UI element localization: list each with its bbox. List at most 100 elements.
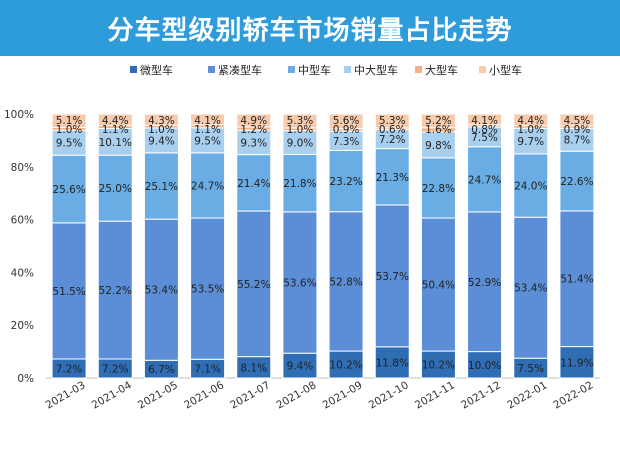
bar-segment <box>143 152 179 220</box>
bar-segment <box>420 350 456 379</box>
bar-segment <box>559 346 595 379</box>
data-label: 22.8% <box>422 183 455 195</box>
data-label: 52.8% <box>329 276 362 288</box>
data-label: 0.9% <box>333 124 360 136</box>
data-label: 24.0% <box>514 181 547 193</box>
data-label: 22.6% <box>560 176 593 188</box>
legend-swatch <box>479 66 486 73</box>
data-label: 23.2% <box>329 176 362 188</box>
y-tick-label: 80% <box>11 162 34 174</box>
data-label: 9.8% <box>425 140 452 152</box>
data-label: 5.6% <box>333 115 360 127</box>
data-label: 10.2% <box>329 360 362 372</box>
data-label: 8.7% <box>564 135 591 147</box>
bar-segment <box>467 211 503 353</box>
data-label: 7.1% <box>194 364 221 376</box>
data-label: 4.1% <box>194 115 221 127</box>
bar-segment <box>513 113 549 127</box>
data-label: 5.2% <box>425 115 452 127</box>
bar-segment <box>236 154 272 212</box>
x-tick-label: 2021-04 <box>90 379 134 411</box>
legend-label: 中型车 <box>298 63 331 77</box>
data-label: 7.2% <box>102 363 129 375</box>
bar-segment <box>328 113 364 130</box>
data-label: 7.2% <box>56 363 83 375</box>
data-label: 9.5% <box>56 138 83 150</box>
x-tick-label: 2021-06 <box>182 379 226 411</box>
data-label: 53.5% <box>191 284 224 296</box>
data-label: 11.9% <box>560 357 593 369</box>
data-label: 8.1% <box>240 362 267 374</box>
bar-segment <box>374 148 410 206</box>
chart-title: 分车型级别轿车市场销量占比走势 <box>107 15 513 46</box>
x-tick-label: 2021-07 <box>228 379 272 411</box>
data-label: 9.4% <box>148 135 175 147</box>
bar-segment <box>236 113 272 128</box>
data-label: 7.3% <box>333 136 360 148</box>
data-label: 5.1% <box>56 115 83 127</box>
data-label: 53.6% <box>283 278 316 290</box>
x-tick-label: 2022-02 <box>551 379 595 411</box>
data-label: 7.2% <box>379 134 406 146</box>
data-label: 52.9% <box>468 277 501 289</box>
data-label: 5.3% <box>287 115 314 127</box>
data-label: 10.2% <box>422 360 455 372</box>
bar-segment <box>190 113 226 126</box>
data-label: 25.1% <box>145 181 178 193</box>
x-tick-label: 2021-05 <box>136 379 180 411</box>
bar-segment <box>282 211 318 354</box>
stacked-bar-chart: 微型车 紧凑型车 中型车 中大型车 大型车 小型车 0% 20% 40% 60% 80% 100% 7.… <box>4 63 600 412</box>
data-label: 4.4% <box>102 115 129 127</box>
data-label: 9.0% <box>287 137 314 149</box>
legend-label: 小型车 <box>489 63 522 77</box>
data-label: 1.1% <box>194 124 221 136</box>
data-label: 24.7% <box>191 180 224 192</box>
bar-segment <box>143 218 179 361</box>
bar-segment <box>236 210 272 358</box>
legend-label: 大型车 <box>425 63 458 77</box>
bar-segment <box>143 127 179 154</box>
data-label: 21.4% <box>237 178 270 190</box>
x-tick-label: 2021-10 <box>367 379 411 411</box>
data-label: 9.7% <box>517 136 544 148</box>
bar-segment <box>328 350 364 379</box>
x-tick-label: 2021-12 <box>459 379 503 411</box>
bar-segment <box>190 152 226 219</box>
bar-segment <box>97 154 133 222</box>
bar-segment <box>374 346 410 379</box>
data-label: 5.3% <box>379 115 406 127</box>
bar-segment <box>420 217 456 352</box>
bar-segment <box>513 127 549 155</box>
bar-segment <box>374 113 410 129</box>
y-tick-label: 0% <box>17 373 34 385</box>
data-label: 1.6% <box>425 124 452 136</box>
data-label: 4.5% <box>564 115 591 127</box>
data-label: 4.1% <box>471 115 498 127</box>
data-label: 1.2% <box>240 124 267 136</box>
legend-swatch <box>344 66 351 73</box>
data-label: 21.8% <box>283 178 316 190</box>
bar-segment <box>559 210 595 348</box>
legend-label: 紧凑型车 <box>218 63 262 77</box>
bar-segment <box>282 153 318 213</box>
data-label: 1.0% <box>517 124 544 136</box>
data-label: 9.4% <box>287 361 314 373</box>
data-label: 1.0% <box>56 124 83 136</box>
data-label: 10.1% <box>99 137 132 149</box>
bar-segment <box>559 150 595 212</box>
data-label: 50.4% <box>422 280 455 292</box>
legend-label: 中大型车 <box>354 63 398 77</box>
bar-segment <box>420 131 456 159</box>
bar-segment <box>143 113 179 126</box>
bar-segment <box>513 216 549 359</box>
data-label: 55.2% <box>237 279 270 291</box>
x-tick-label: 2021-11 <box>413 379 457 411</box>
title-bar: 分车型级别轿车市场销量占比走势 <box>0 0 620 56</box>
x-tick-label: 2021-08 <box>274 379 318 411</box>
data-label: 7.5% <box>471 132 498 144</box>
data-label: 9.3% <box>240 137 267 149</box>
bar-segment <box>51 113 87 128</box>
y-tick-label: 40% <box>11 267 34 279</box>
data-label: 4.3% <box>148 115 175 127</box>
data-label: 1.0% <box>148 124 175 136</box>
